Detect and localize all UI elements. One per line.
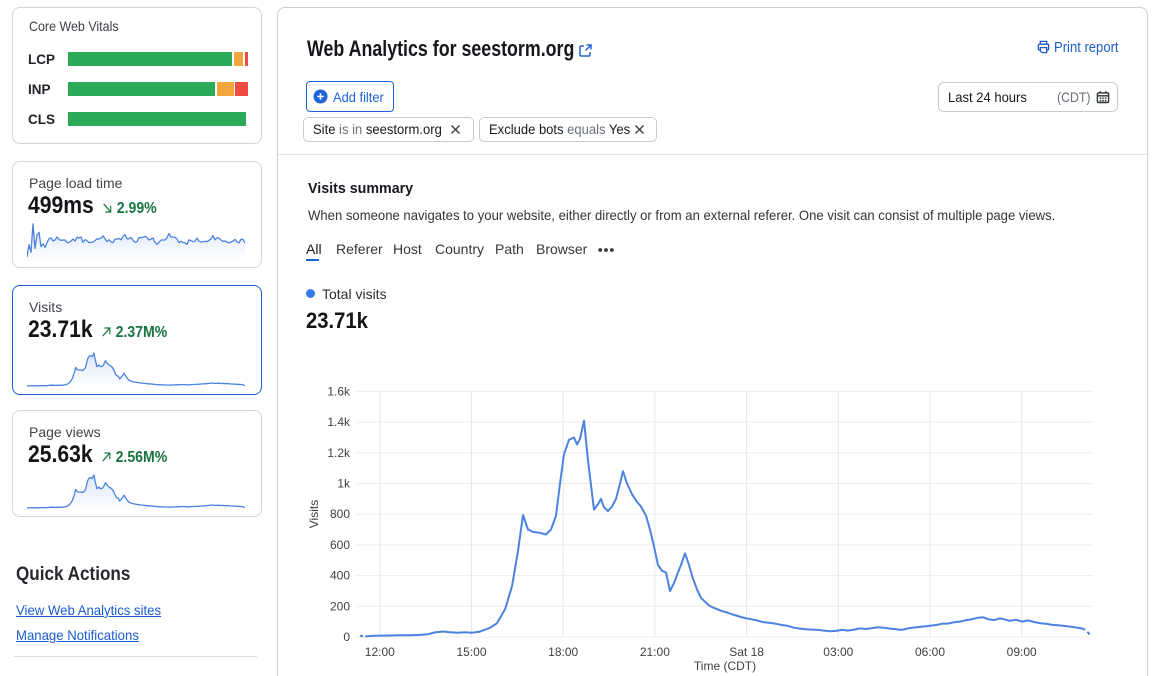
svg-text:600: 600 bbox=[330, 538, 350, 552]
svg-text:18:00: 18:00 bbox=[548, 645, 578, 659]
svg-text:06:00: 06:00 bbox=[915, 645, 945, 659]
svg-text:21:00: 21:00 bbox=[640, 645, 670, 659]
svg-text:Time (CDT): Time (CDT) bbox=[694, 659, 756, 673]
svg-text:400: 400 bbox=[330, 569, 350, 583]
svg-text:09:00: 09:00 bbox=[1007, 645, 1037, 659]
svg-text:1.2k: 1.2k bbox=[327, 446, 351, 460]
svg-text:15:00: 15:00 bbox=[456, 645, 486, 659]
svg-text:200: 200 bbox=[330, 599, 350, 613]
svg-text:800: 800 bbox=[330, 507, 350, 521]
svg-text:1.4k: 1.4k bbox=[327, 415, 351, 429]
svg-text:1k: 1k bbox=[337, 477, 351, 491]
svg-text:03:00: 03:00 bbox=[823, 645, 853, 659]
svg-text:12:00: 12:00 bbox=[365, 645, 395, 659]
svg-text:0: 0 bbox=[343, 630, 350, 644]
svg-text:Sat 18: Sat 18 bbox=[729, 645, 764, 659]
svg-text:Visits: Visits bbox=[307, 500, 321, 528]
svg-text:1.6k: 1.6k bbox=[327, 384, 351, 398]
